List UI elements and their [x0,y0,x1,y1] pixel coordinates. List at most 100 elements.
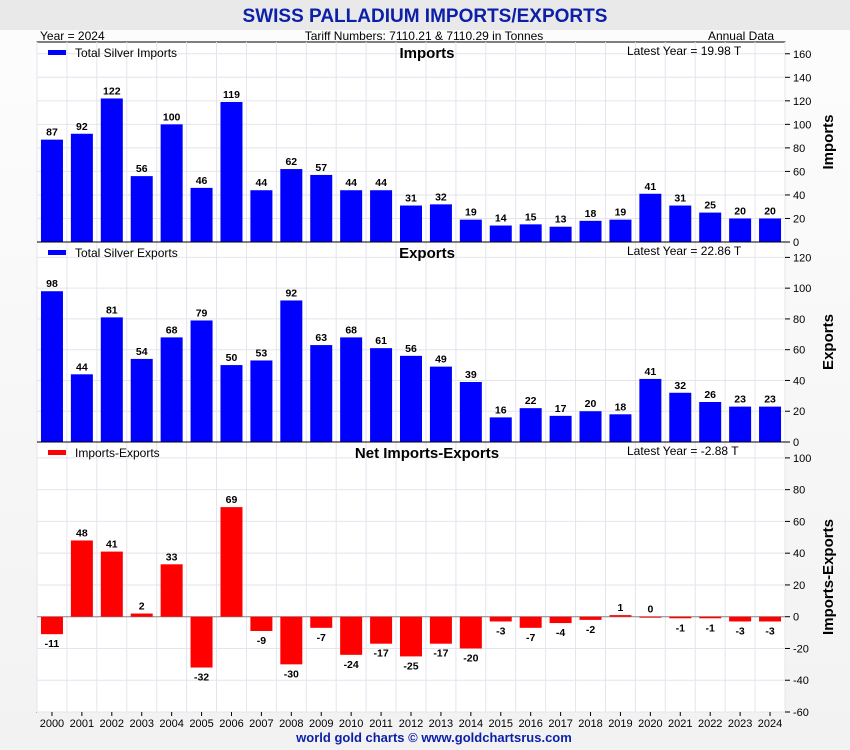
y-tick-label: 60 [793,166,805,178]
y-axis-title: Imports [820,114,837,169]
x-axis: 2000 2001 2002 2003 2004 2005 2006 2007 2008 2009… [40,712,782,730]
data-label: 119 [223,89,240,101]
bar [729,616,752,622]
tariff-label: Tariff Numbers: 7110.21 & 7110.29 in Ton… [305,29,544,43]
bar [609,615,632,617]
data-label: 44 [345,177,357,189]
y-tick-label: 100 [793,283,811,295]
data-label: 50 [226,352,238,364]
data-label: 0 [647,604,653,616]
data-label: 26 [704,389,716,401]
bar [519,616,542,628]
data-label: -20 [463,652,478,664]
x-tick-label: 2017 [548,718,572,730]
data-label: 18 [585,208,597,220]
y-tick-label: 20 [793,213,805,225]
latest-year-label: Latest Year = 22.86 T [627,244,742,258]
data-label: 19 [615,207,627,219]
x-tick-label: 2015 [489,718,513,730]
panel-title: Net Imports-Exports [355,445,499,462]
y-tick-label: 140 [793,72,811,84]
data-label: -3 [496,625,505,637]
bar [130,176,153,242]
bar [190,187,213,242]
x-tick-label: 2020 [638,718,662,730]
latest-year-label: Latest Year = 19.98 T [627,44,742,58]
legend-swatch [48,250,66,255]
y-tick-label: 100 [793,119,811,131]
data-label: 20 [734,205,746,217]
bar [370,348,393,442]
y-tick-label: 80 [793,314,805,326]
data-label: 39 [465,369,477,381]
bar [699,402,722,442]
bar [429,366,452,442]
y-tick-label: 80 [793,143,805,155]
y-tick-label: 0 [793,237,799,249]
bar [160,337,183,442]
x-tick-label: 2004 [159,718,183,730]
data-label: 33 [166,551,178,563]
data-label: 63 [315,332,327,344]
x-tick-label: 2016 [518,718,542,730]
latest-year-label: Latest Year = -2.88 T [627,444,739,458]
data-label: 22 [525,395,537,407]
data-label: 92 [76,121,88,133]
bar [759,616,782,622]
x-tick-label: 2002 [100,718,124,730]
data-label: 41 [645,366,657,378]
panel-title: Exports [399,245,455,262]
data-label: 44 [256,177,268,189]
bar [190,320,213,442]
bar [220,365,243,442]
bar [160,124,183,242]
data-label: 20 [764,205,776,217]
y-tick-label: 120 [793,252,811,264]
data-label: 41 [645,181,657,193]
data-label: 48 [76,527,88,539]
y-axis-title: Exports [820,314,837,370]
data-label: 68 [345,324,357,336]
data-label: 23 [734,394,746,406]
bar [130,613,153,617]
frequency-label: Annual Data [708,29,774,43]
bar [280,616,303,665]
y-tick-label: 20 [793,580,805,592]
x-tick-label: 2008 [279,718,303,730]
data-label: -3 [765,625,774,637]
bar [40,616,63,635]
bar [669,205,692,242]
data-label: -7 [317,632,326,644]
y-tick-label: -60 [793,707,809,719]
y-tick-label: 120 [793,96,811,108]
data-label: 54 [136,346,148,358]
data-label: 15 [525,211,537,223]
bar [459,382,482,442]
data-label: -1 [706,622,715,634]
legend-label: Total Silver Imports [75,46,177,60]
x-tick-label: 2005 [189,718,213,730]
data-label: -1 [676,622,685,634]
legend-label: Imports-Exports [75,446,160,460]
y-axis-title: Imports-Exports [820,519,837,635]
data-label: -3 [735,625,744,637]
data-label: 13 [555,214,567,226]
bar [429,204,452,242]
x-tick-label: 2021 [668,718,692,730]
bar [459,616,482,649]
bar [310,345,333,442]
x-tick-label: 2023 [728,718,752,730]
data-label: -30 [284,668,299,680]
bar [669,392,692,442]
data-label: 31 [405,193,417,205]
year-label: Year = 2024 [40,29,105,43]
bar [40,291,63,442]
data-label: 122 [103,85,121,97]
data-label: 17 [555,403,567,415]
data-label: 56 [405,343,417,355]
data-label: 57 [315,162,327,174]
bar [489,616,512,622]
x-tick-label: 2012 [399,718,423,730]
x-tick-label: 2013 [429,718,453,730]
